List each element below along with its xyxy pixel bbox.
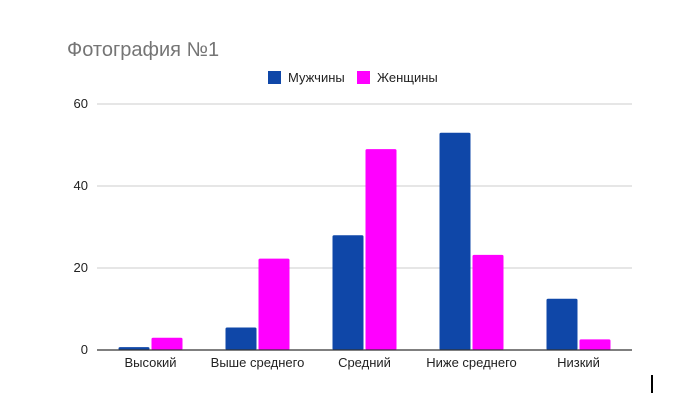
legend-swatch-women — [357, 71, 370, 84]
y-tick-label: 0 — [81, 342, 88, 357]
bar-men — [439, 132, 471, 350]
y-tick-label: 40 — [74, 178, 88, 193]
chart-title: Фотография №1 — [67, 39, 219, 61]
bar-women — [472, 254, 504, 350]
bars — [118, 132, 611, 350]
bar-women — [258, 258, 290, 350]
y-tick-label: 20 — [74, 260, 88, 275]
legend-swatch-men — [268, 71, 281, 84]
legend-label-men: Мужчины — [288, 70, 345, 85]
bar-women — [151, 337, 183, 350]
x-tick-label: Средний — [338, 355, 391, 370]
x-tick-label: Выше среднего — [211, 355, 305, 370]
legend-label-women: Женщины — [377, 70, 438, 85]
bar-women — [579, 339, 611, 350]
y-tick-label: 60 — [74, 96, 88, 111]
legend: Мужчины Женщины — [268, 70, 438, 85]
text-cursor — [651, 375, 653, 393]
bar-men — [332, 235, 364, 350]
x-axis-ticks: Высокий Выше среднего Средний Ниже среднего… — [124, 355, 599, 370]
bar-men — [118, 347, 150, 350]
x-tick-label: Низкий — [557, 355, 600, 370]
bar-men — [225, 327, 257, 350]
gridlines — [97, 103, 632, 269]
bar-women — [365, 149, 397, 350]
bar-men — [546, 298, 578, 350]
y-axis-ticks: 0 20 40 60 — [74, 96, 88, 357]
x-tick-label: Высокий — [124, 355, 176, 370]
x-tick-label: Ниже среднего — [426, 355, 517, 370]
